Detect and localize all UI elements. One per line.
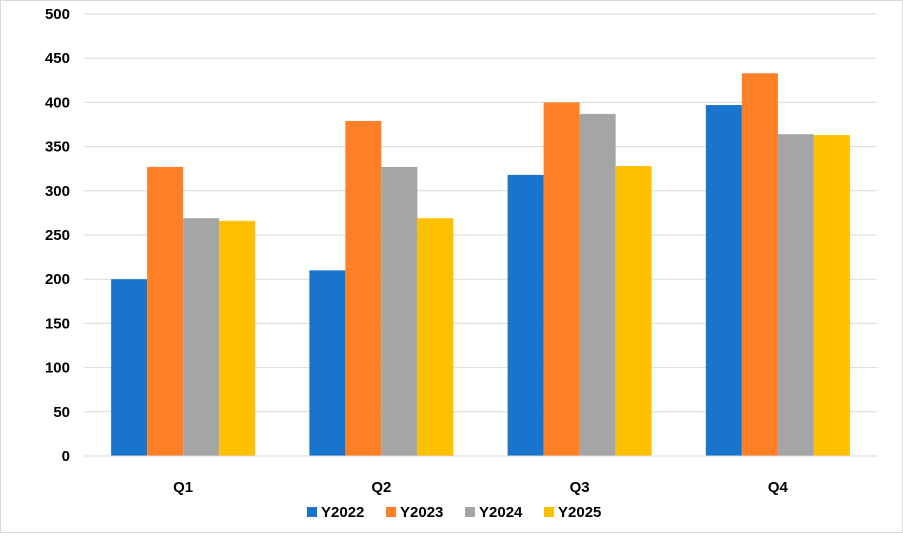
- bar-y2025-q4: [813, 135, 850, 456]
- legend-label: Y2022: [321, 504, 364, 521]
- bar-y2025-q2: [417, 218, 454, 456]
- legend-swatch: [307, 507, 317, 517]
- y-tick-label: 150: [45, 315, 70, 332]
- x-category-label: Q3: [570, 479, 590, 496]
- bar-y2023-q1: [147, 166, 184, 456]
- legend-item-y2024: Y2024: [465, 504, 523, 521]
- y-tick-label: 50: [53, 404, 70, 421]
- y-tick-label: 250: [45, 227, 70, 244]
- y-axis-ticks: 0 50 100 150 200 250 300 350 400 450 500: [45, 6, 70, 465]
- x-category-label: Q2: [371, 479, 391, 496]
- bar-y2024-q4: [777, 134, 814, 456]
- y-tick-label: 400: [45, 94, 70, 111]
- y-tick-label: 200: [45, 271, 70, 288]
- legend-label: Y2023: [400, 504, 443, 521]
- bar-y2024-q3: [579, 113, 616, 456]
- x-category-label: Q1: [173, 479, 193, 496]
- y-tick-label: 100: [45, 360, 70, 377]
- bar-y2022-q3: [507, 174, 544, 456]
- bars: [111, 73, 850, 457]
- legend-label: Y2024: [479, 504, 523, 521]
- legend-item-y2023: Y2023: [386, 504, 443, 521]
- x-axis-categories: Q1 Q2 Q3 Q4: [173, 479, 788, 496]
- bar-y2024-q2: [381, 166, 418, 456]
- bar-y2022-q1: [111, 279, 148, 456]
- bar-y2023-q4: [741, 73, 778, 456]
- y-tick-label: 350: [45, 139, 70, 156]
- legend-item-y2022: Y2022: [307, 504, 364, 521]
- y-tick-label: 0: [62, 448, 70, 465]
- bar-y2025-q1: [219, 220, 256, 456]
- y-tick-label: 500: [45, 6, 70, 23]
- bar-y2023-q3: [543, 102, 580, 457]
- bar-y2022-q4: [705, 105, 742, 456]
- x-category-label: Q4: [768, 479, 789, 496]
- bar-y2022-q2: [309, 270, 346, 456]
- y-tick-label: 300: [45, 183, 70, 200]
- legend-item-y2025: Y2025: [544, 504, 601, 521]
- legend-swatch: [465, 507, 475, 517]
- legend-swatch: [386, 507, 396, 517]
- y-tick-label: 450: [45, 50, 70, 67]
- bar-y2023-q2: [345, 120, 382, 457]
- bar-y2024-q1: [183, 218, 220, 456]
- legend: Y2022 Y2023 Y2024 Y2025: [307, 504, 601, 521]
- legend-swatch: [544, 507, 554, 517]
- legend-label: Y2025: [558, 504, 601, 521]
- bar-y2025-q3: [615, 166, 652, 456]
